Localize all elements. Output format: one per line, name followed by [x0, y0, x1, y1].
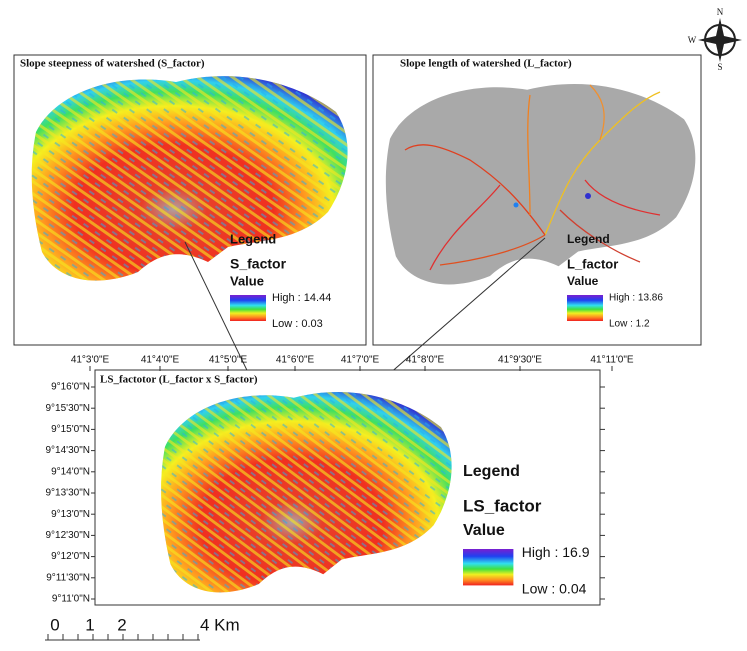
latitude-label: 9°14'30"N [46, 445, 91, 456]
scale-label: 2 [117, 615, 126, 634]
panel-title: Slope length of watershed (L_factor) [400, 58, 572, 70]
legend-value-label: Value [463, 522, 505, 539]
legend-title: Legend [230, 231, 276, 246]
latitude-label: 9°13'0"N [51, 509, 90, 520]
legend-field: LS_factor [463, 496, 542, 515]
compass-s: S [717, 62, 722, 72]
legend-value-label: Value [567, 274, 599, 288]
scale-label: 0 [50, 615, 59, 634]
longitude-label: 41°6'0"E [276, 355, 315, 366]
legend-title: Legend [567, 232, 610, 246]
legend-low: Low : 0.03 [272, 318, 323, 330]
legend-field: L_factor [567, 256, 618, 271]
legend-ramp [230, 295, 266, 321]
latitude-label: 9°11'30"N [46, 572, 90, 583]
legend-low: Low : 1.2 [609, 319, 650, 330]
panel-title: LS_factotor (L_factor x S_factor) [100, 374, 258, 386]
latitude-label: 9°12'0"N [51, 551, 90, 562]
longitude-label: 41°8'0"E [406, 355, 445, 366]
latitude-label: 9°12'30"N [46, 530, 91, 541]
map-figure: N W S Slope steepness of watershed (S_fa… [0, 0, 747, 651]
legend-ramp [463, 549, 513, 585]
longitude-label: 41°5'0"E [209, 355, 248, 366]
legend-high: High : 14.44 [272, 292, 331, 304]
scale-label: 4 Km [200, 615, 240, 634]
longitude-label: 41°4'0"E [141, 355, 180, 366]
legend-high: High : 13.86 [609, 293, 663, 304]
panel-title: Slope steepness of watershed (S_factor) [20, 58, 205, 70]
legend-value-label: Value [230, 273, 264, 288]
legend-title: Legend [463, 463, 520, 480]
latitude-label: 9°15'0"N [51, 424, 90, 435]
longitude-label: 41°3'0"E [71, 355, 110, 366]
longitude-label: 41°11'0"E [590, 355, 634, 366]
legend-field: S_factor [230, 256, 287, 272]
latitude-label: 9°15'30"N [46, 403, 91, 414]
latitude-label: 9°16'0"N [51, 382, 90, 393]
longitude-label: 41°7'0"E [341, 355, 380, 366]
latitude-label: 9°13'30"N [46, 488, 91, 499]
legend-high: High : 16.9 [522, 544, 590, 560]
legend-ramp [567, 295, 603, 321]
compass-n: N [717, 7, 724, 17]
latitude-label: 9°14'0"N [51, 466, 90, 477]
figure: N W S Slope steepness of watershed (S_fa… [0, 0, 747, 651]
longitude-label: 41°9'30"E [498, 355, 542, 366]
latitude-label: 9°11'0"N [52, 594, 90, 605]
compass-w: W [688, 35, 697, 45]
legend-low: Low : 0.04 [522, 580, 587, 596]
scale-label: 1 [85, 615, 94, 634]
